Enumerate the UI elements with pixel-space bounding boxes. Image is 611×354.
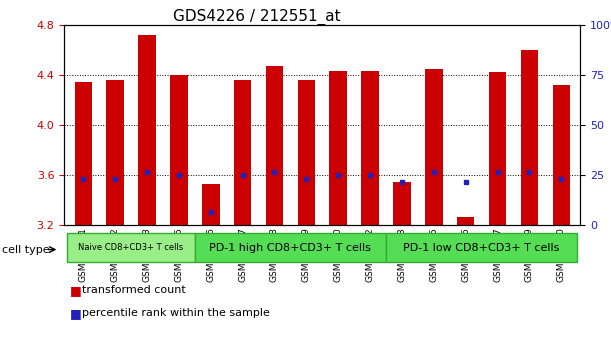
- Bar: [234, 80, 251, 225]
- Bar: [489, 72, 507, 225]
- FancyBboxPatch shape: [386, 234, 577, 262]
- Bar: [138, 35, 156, 225]
- Bar: [393, 182, 411, 225]
- Text: Naive CD8+CD3+ T cells: Naive CD8+CD3+ T cells: [78, 243, 184, 252]
- Bar: [425, 69, 442, 225]
- Text: percentile rank within the sample: percentile rank within the sample: [82, 308, 270, 318]
- Text: transformed count: transformed count: [82, 285, 186, 295]
- Bar: [361, 71, 379, 225]
- Bar: [266, 66, 284, 225]
- Text: cell type: cell type: [2, 245, 49, 255]
- Bar: [552, 85, 570, 225]
- Bar: [202, 183, 219, 225]
- Bar: [521, 50, 538, 225]
- FancyBboxPatch shape: [195, 234, 386, 262]
- Text: PD-1 low CD8+CD3+ T cells: PD-1 low CD8+CD3+ T cells: [403, 243, 560, 253]
- Bar: [106, 80, 124, 225]
- Bar: [170, 75, 188, 225]
- Bar: [75, 82, 92, 225]
- FancyBboxPatch shape: [67, 234, 195, 262]
- Text: ■: ■: [70, 307, 82, 320]
- Bar: [298, 80, 315, 225]
- Bar: [329, 71, 347, 225]
- Bar: [457, 217, 475, 225]
- Text: ■: ■: [70, 284, 82, 297]
- Text: GDS4226 / 212551_at: GDS4226 / 212551_at: [173, 9, 340, 25]
- Text: PD-1 high CD8+CD3+ T cells: PD-1 high CD8+CD3+ T cells: [210, 243, 371, 253]
